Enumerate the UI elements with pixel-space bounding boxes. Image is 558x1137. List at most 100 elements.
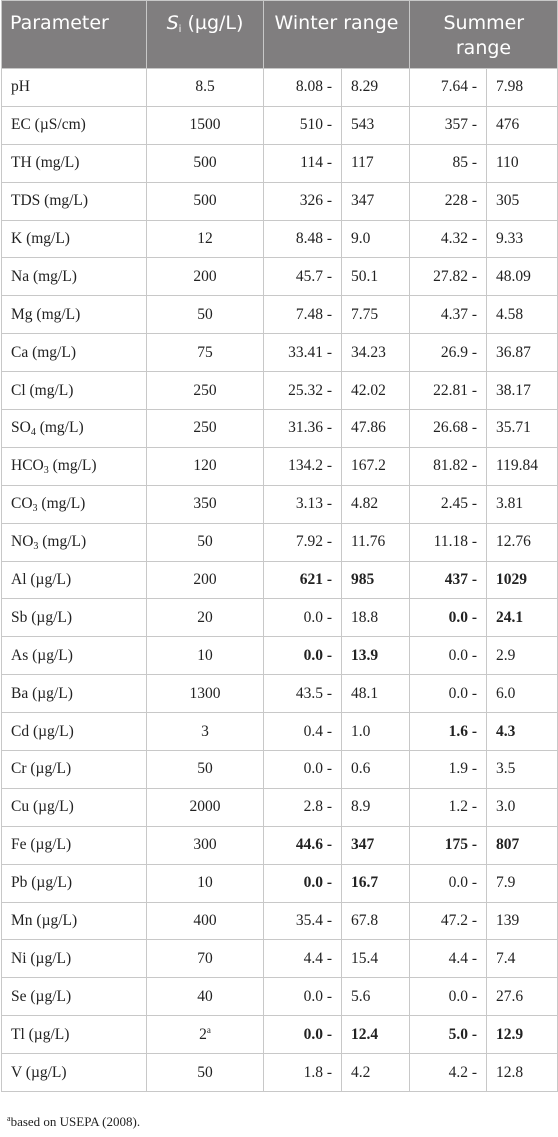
parameter-cell: Pb (µg/L) xyxy=(1,863,147,903)
si-cell: 2000 xyxy=(146,787,264,827)
table-body: pH 8.5 8.08 -8.29 7.64 -7.98 EC (µS/cm) 1500 5… xyxy=(1,68,558,1093)
si-value: 2000 xyxy=(189,798,221,816)
winter-high-cell: 16.7 xyxy=(341,863,410,903)
winter-high-cell: 48.1 xyxy=(341,674,410,714)
winter-low-cell: 134.2 - xyxy=(263,446,342,486)
winter-low-cell: 33.41 - xyxy=(263,333,342,373)
parameter-cell: Na (mg/L) xyxy=(1,257,147,297)
table-row: Ni (µg/L) 70 4.4 -15.4 4.4 -7.4 xyxy=(1,939,558,979)
si-cell: 300 xyxy=(146,825,264,865)
summer-low-cell: 26.9 - xyxy=(409,333,487,373)
parameter-unit: (mg/L) xyxy=(35,419,84,437)
parameter-cell: Cd (µg/L) xyxy=(1,712,147,752)
parameter-cell: Tl (µg/L) xyxy=(1,1015,147,1055)
si-value: 50 xyxy=(197,1063,213,1081)
table-row: Pb (µg/L) 10 0.0 -16.7 0.0 -7.9 xyxy=(1,863,558,903)
table-row: Tl (µg/L) 2a 0.0 -12.4 5.0 -12.9 xyxy=(1,1015,558,1055)
summer-low-cell: 1.2 - xyxy=(409,787,487,827)
winter-high-cell: 543 xyxy=(341,105,410,145)
si-value: 12 xyxy=(197,230,213,247)
si-value: 200 xyxy=(193,267,217,285)
summer-high-cell: 110 xyxy=(486,143,558,183)
parameter-cell: V (µg/L) xyxy=(1,1053,147,1093)
si-cell: 50 xyxy=(146,295,264,335)
si-value: 250 xyxy=(193,381,217,399)
si-value: 350 xyxy=(193,495,217,513)
winter-high-cell: 8.29 xyxy=(341,68,410,107)
table-row: EC (µS/cm) 1500 510 -543 357 -476 xyxy=(1,105,558,145)
table-row: SO4 (mg/L) 250 31.36 -47.86 26.68 -35.71 xyxy=(1,409,558,448)
parameter-cell: Mn (µg/L) xyxy=(1,901,147,941)
winter-high-cell: 50.1 xyxy=(341,257,410,297)
winter-low-cell: 44.6 - xyxy=(263,825,342,865)
winter-low-cell: 114 - xyxy=(263,143,342,183)
winter-high-cell: 11.76 xyxy=(341,522,410,562)
table-row: Fe (µg/L) 300 44.6 -347 175 -807 xyxy=(1,825,558,865)
si-cell: 75 xyxy=(146,333,264,373)
si-cell: 1300 xyxy=(146,674,264,714)
winter-low-cell: 4.4 - xyxy=(263,939,342,979)
parameter-cell: Se (µg/L) xyxy=(1,977,147,1017)
summer-high-cell: 4.3 xyxy=(486,712,558,752)
si-value: 200 xyxy=(193,571,217,589)
parameter-cell: TH (mg/L) xyxy=(1,143,147,183)
winter-high-cell: 167.2 xyxy=(341,446,410,486)
winter-low-cell: 0.0 - xyxy=(263,750,342,789)
si-cell: 500 xyxy=(146,181,264,221)
si-value: 10 xyxy=(197,874,213,892)
footnote-text: based on USEPA (2008). xyxy=(10,1114,141,1129)
winter-low-cell: 25.32 - xyxy=(263,371,342,411)
parameter-subscript: 3 xyxy=(33,541,39,553)
si-cell: 250 xyxy=(146,371,264,411)
header-si-unit: (µg/L) xyxy=(181,12,244,34)
summer-low-cell: 11.18 - xyxy=(409,522,487,562)
summer-high-cell: 12.9 xyxy=(486,1015,558,1055)
si-cell: 50 xyxy=(146,1053,264,1093)
si-cell: 350 xyxy=(146,484,264,524)
table-row: CO3 (mg/L) 350 3.13 -4.82 2.45 -3.81 xyxy=(1,484,558,524)
si-cell: 200 xyxy=(146,257,264,297)
summer-high-cell: 27.6 xyxy=(486,977,558,1017)
header-si-symbol: S xyxy=(166,12,179,34)
table-row: pH 8.5 8.08 -8.29 7.64 -7.98 xyxy=(1,68,558,107)
si-value: 40 xyxy=(197,987,213,1005)
header-si-subscript: i xyxy=(178,24,182,35)
parameter-cell: NO3 (mg/L) xyxy=(1,522,147,562)
table-row: Sb (µg/L) 20 0.0 -18.8 0.0 -24.1 xyxy=(1,598,558,638)
table-row: Ca (mg/L) 75 33.41 -34.23 26.9 -36.87 xyxy=(1,333,558,373)
summer-low-cell: 0.0 - xyxy=(409,636,487,676)
winter-low-cell: 0.4 - xyxy=(263,712,342,752)
parameter-cell: pH xyxy=(1,68,147,107)
summer-high-cell: 48.09 xyxy=(486,257,558,297)
winter-low-cell: 326 - xyxy=(263,181,342,221)
winter-high-cell: 1.0 xyxy=(341,712,410,752)
si-value: 75 xyxy=(197,343,213,361)
winter-low-cell: 43.5 - xyxy=(263,674,342,714)
summer-low-cell: 7.64 - xyxy=(409,68,487,107)
parameter-cell: K (mg/L) xyxy=(1,219,147,259)
winter-low-cell: 0.0 - xyxy=(263,1015,342,1055)
winter-high-cell: 15.4 xyxy=(341,939,410,979)
summer-high-cell: 9.33 xyxy=(486,219,558,259)
parameter-cell: HCO3 (mg/L) xyxy=(1,446,147,486)
summer-high-cell: 7.9 xyxy=(486,863,558,903)
parameter-cell: TDS (mg/L) xyxy=(1,181,147,221)
summer-low-cell: 175 - xyxy=(409,825,487,865)
table-row: Ba (µg/L) 1300 43.5 -48.1 0.0 -6.0 xyxy=(1,674,558,714)
parameter-cell: Ni (µg/L) xyxy=(1,939,147,979)
winter-low-cell: 3.13 - xyxy=(263,484,342,524)
table-row: Se (µg/L) 40 0.0 -5.6 0.0 -27.6 xyxy=(1,977,558,1017)
header-parameter: Parameter xyxy=(1,0,147,69)
summer-high-cell: 36.87 xyxy=(486,333,558,373)
summer-high-cell: 807 xyxy=(486,825,558,865)
si-cell: 120 xyxy=(146,446,264,486)
winter-high-cell: 4.82 xyxy=(341,484,410,524)
si-cell: 10 xyxy=(146,863,264,903)
si-cell: 400 xyxy=(146,901,264,941)
header-si: Si (µg/L) xyxy=(146,0,264,69)
winter-low-cell: 7.92 - xyxy=(263,522,342,562)
summer-high-cell: 3.5 xyxy=(486,750,558,789)
winter-low-cell: 0.0 - xyxy=(263,636,342,676)
si-cell: 8.5 xyxy=(146,68,264,107)
parameter-unit: (mg/L) xyxy=(38,533,87,551)
